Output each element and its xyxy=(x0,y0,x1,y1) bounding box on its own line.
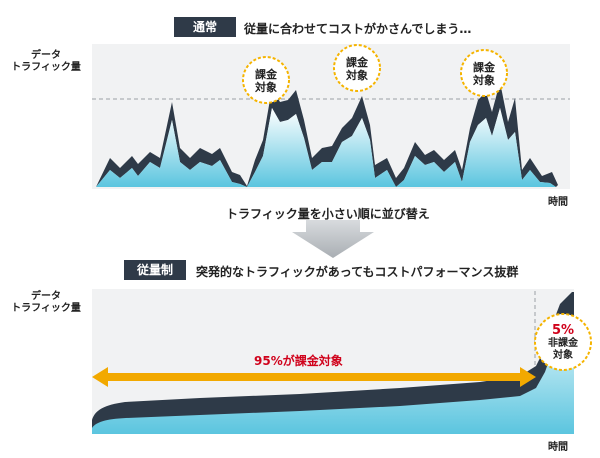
top-burst-label-3: 課金 対象 xyxy=(473,61,495,87)
sort-arrow-label: トラフィック量を小さい順に並び替え xyxy=(226,207,430,221)
top-billing-burst-3 xyxy=(460,49,508,97)
top-burst-label-1: 課金 対象 xyxy=(255,68,277,94)
bottom-y-axis-label: データ トラフィック量 xyxy=(11,291,81,314)
bottom-traffic-band xyxy=(92,292,574,434)
top-billing-burst-2 xyxy=(333,44,381,92)
top-caption: 従量に合わせてコストがかさんでしまう… xyxy=(244,22,472,36)
billing-range-arrowhead-left xyxy=(92,367,108,387)
top-x-axis-label: 時間 xyxy=(548,197,568,208)
top-traffic-band xyxy=(96,82,558,187)
bottom-x-axis-label: 時間 xyxy=(548,442,568,453)
billing-range-arrowhead-right xyxy=(520,367,536,387)
top-burst-label-2: 課金 対象 xyxy=(346,56,368,82)
bottom-traffic-fill xyxy=(92,318,574,434)
top-traffic-fill xyxy=(96,108,556,187)
normal-tag: 通常 xyxy=(174,17,236,37)
non-billing-burst-label: 5% 非課金 対象 xyxy=(548,323,578,362)
metered-tag: 従量制 xyxy=(124,260,186,280)
billing-range-bar xyxy=(104,373,524,381)
sort-arrow xyxy=(292,220,374,258)
bottom-caption: 突発的なトラフィックがあってもコストパフォーマンス抜群 xyxy=(196,265,519,279)
top-y-axis-label: データ トラフィック量 xyxy=(11,50,81,73)
top-billing-burst-1 xyxy=(242,56,290,104)
billing-range-label: 95%が課金対象 xyxy=(254,354,343,368)
non-billing-burst xyxy=(534,313,592,371)
